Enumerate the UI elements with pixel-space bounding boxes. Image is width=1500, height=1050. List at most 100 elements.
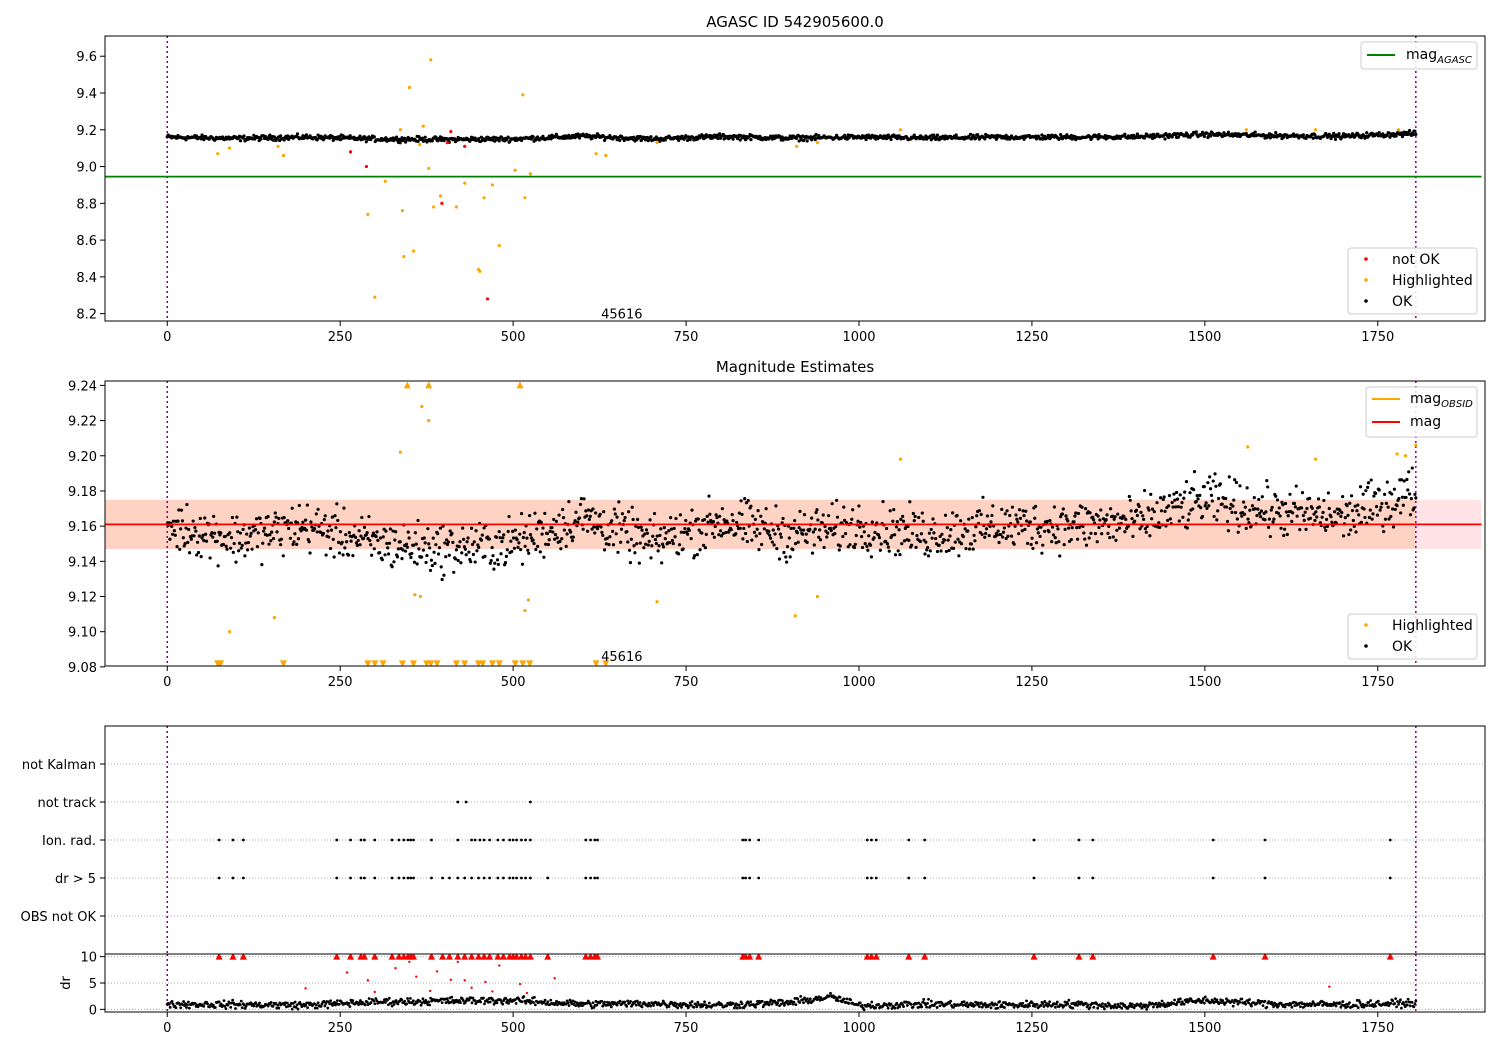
agasc-highlighted-point xyxy=(276,144,280,148)
flags-point xyxy=(231,876,235,880)
magnitude-ok-point xyxy=(631,517,635,522)
flags-point xyxy=(359,876,363,880)
magnitude-ok-point xyxy=(384,529,388,533)
magnitude-ok-point xyxy=(1399,478,1404,482)
magnitude-ok-point xyxy=(981,495,985,499)
dr-point-point xyxy=(735,1006,739,1010)
magnitude-ok-point xyxy=(644,542,648,546)
magnitude-ok-point xyxy=(1173,498,1177,502)
agasc-ok-point xyxy=(749,137,753,142)
magnitude-ok-point xyxy=(947,548,951,553)
dr-point-point xyxy=(868,1003,872,1007)
magnitude-ok-point xyxy=(334,526,338,530)
dr-point-point xyxy=(186,1003,189,1007)
magnitude-ok-point xyxy=(457,545,461,549)
magnitude-ok-point xyxy=(657,544,661,548)
agasc-ok-point xyxy=(663,138,667,142)
agasc-highlighted-point xyxy=(513,168,517,172)
dr-point-point xyxy=(626,999,630,1003)
agasc-ok-point xyxy=(295,132,300,136)
magnitude-ok-point xyxy=(684,518,688,523)
magnitude-ok-point xyxy=(1106,531,1110,535)
magnitude-ok-point xyxy=(805,540,809,544)
dr-point-point xyxy=(427,1000,431,1004)
agasc-not-ok-point xyxy=(463,144,467,148)
dr-point-point xyxy=(898,1005,902,1009)
magnitude-ok-point xyxy=(274,515,278,519)
magnitude-ok-point xyxy=(872,536,876,540)
magnitude-ok-point xyxy=(519,547,523,552)
magnitude-ok-point xyxy=(1176,505,1181,509)
magnitude-ok-point xyxy=(244,541,248,545)
dr-point-point xyxy=(1182,1002,1186,1006)
magnitude-ok-point xyxy=(208,556,212,560)
magnitude-ok-point xyxy=(461,537,466,541)
agasc-highlighted-point xyxy=(1244,128,1248,132)
agasc-ok-point xyxy=(1377,130,1381,135)
magnitude-ok-point xyxy=(362,525,367,529)
magnitude-ok-point xyxy=(1414,496,1418,500)
dr-point-point xyxy=(1101,1002,1104,1005)
magnitude-ok-point xyxy=(739,499,743,503)
magnitude-ok-point xyxy=(413,531,417,535)
dr-point-point xyxy=(734,1002,738,1006)
magnitude-ok-point xyxy=(663,537,667,541)
magnitude-ok-point xyxy=(1278,514,1282,518)
magnitude-ok-point xyxy=(743,497,747,501)
dr-point-point xyxy=(609,1005,613,1009)
magnitude-ok-point xyxy=(480,533,484,537)
magnitude-ok-point xyxy=(400,557,404,561)
magnitude-ok-point xyxy=(802,512,807,517)
magnitude-ok-point xyxy=(378,536,383,540)
magnitude-ok-point xyxy=(427,542,431,546)
magnitude-ok-point xyxy=(1301,513,1305,518)
dr-point-point xyxy=(185,1006,188,1009)
magnitude-ok-point xyxy=(290,506,294,510)
magnitude-ok-point xyxy=(249,531,253,535)
dr-point-point xyxy=(1338,1001,1342,1005)
dr-point-point xyxy=(890,1007,894,1010)
dr-point-point xyxy=(1397,1002,1400,1006)
magnitude-ok-point xyxy=(545,531,550,536)
flags-point xyxy=(907,876,911,880)
dr-point-point xyxy=(249,1001,253,1005)
dr-point-point xyxy=(1261,1004,1265,1007)
magnitude-ok-point xyxy=(533,511,537,515)
dr-point-point xyxy=(754,1005,757,1009)
dr-point-point xyxy=(1130,1002,1134,1006)
magnitude-ok-point xyxy=(561,507,565,512)
magnitude-ok-point xyxy=(552,537,557,541)
magnitude-ok-point xyxy=(1267,517,1272,521)
magnitude-ok-point xyxy=(1017,508,1022,512)
dr-point-point xyxy=(1358,1001,1362,1004)
magnitude-ok-point xyxy=(1351,518,1355,523)
agasc-ok-point xyxy=(1332,131,1336,135)
magnitude-ok-point xyxy=(990,513,994,518)
magnitude-ok-point xyxy=(1209,493,1214,497)
dr-point-point xyxy=(501,1002,505,1006)
magnitude-ok-point xyxy=(1181,515,1185,519)
flags-point xyxy=(744,838,747,842)
dr-point-point xyxy=(1263,999,1267,1003)
dr-point-point xyxy=(400,998,404,1002)
flags-row-label: not track xyxy=(37,796,96,811)
magnitude-ok-point xyxy=(1333,510,1337,514)
magnitude-ok-point xyxy=(1210,499,1214,503)
magnitude-ok-point xyxy=(975,514,979,518)
magnitude-ok-point xyxy=(644,528,649,532)
magnitude-ok-point xyxy=(660,561,664,565)
magnitude-ok-point xyxy=(367,514,371,519)
flags-point xyxy=(496,876,500,880)
dr-point-point xyxy=(363,1003,367,1007)
dr-point-point xyxy=(615,1003,619,1007)
dr-point-point xyxy=(679,1002,682,1005)
agasc-ok-point xyxy=(420,136,425,140)
dr-point-point xyxy=(842,997,846,1001)
agasc-ytick-label: 8.2 xyxy=(76,308,97,323)
dr-point-point xyxy=(829,991,832,995)
magnitude-ok-point xyxy=(1021,509,1025,513)
agasc-ok-point xyxy=(889,137,893,142)
agasc-ok-point xyxy=(1387,131,1391,135)
magnitude-ok-point xyxy=(1105,513,1109,517)
magnitude-ok-point xyxy=(1226,529,1231,533)
